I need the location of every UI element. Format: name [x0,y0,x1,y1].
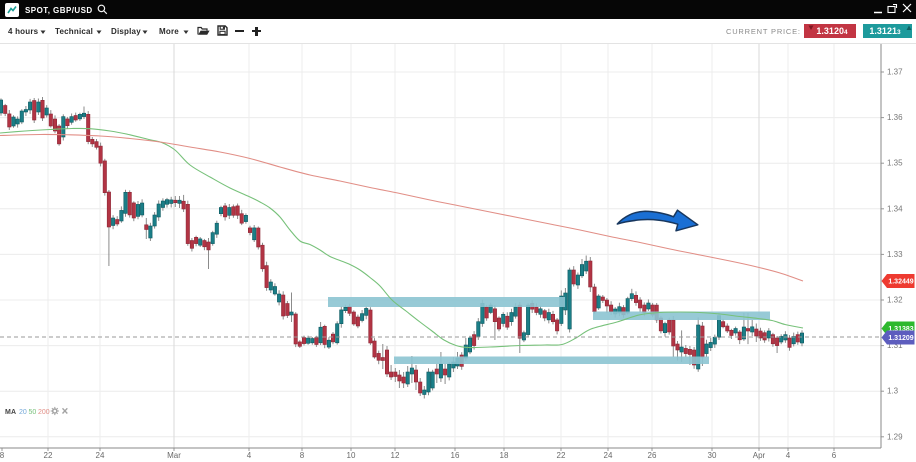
svg-text:1.37: 1.37 [887,68,903,77]
svg-text:1.35: 1.35 [887,159,903,168]
svg-text:24: 24 [604,451,613,460]
svg-text:22: 22 [44,451,53,460]
svg-text:1.3: 1.3 [887,387,899,396]
svg-text:22: 22 [557,451,566,460]
svg-text:4: 4 [786,451,791,460]
svg-text:1.32449: 1.32449 [888,279,913,286]
svg-text:4: 4 [247,451,252,460]
svg-text:50: 50 [29,409,37,416]
svg-text:6: 6 [832,451,837,460]
svg-text:8: 8 [0,451,5,460]
svg-text:12: 12 [391,451,400,460]
svg-text:200: 200 [38,409,50,416]
svg-text:24: 24 [96,451,105,460]
svg-text:26: 26 [648,451,657,460]
svg-text:1.31383: 1.31383 [888,326,913,333]
svg-text:1.31: 1.31 [887,341,903,350]
svg-text:30: 30 [708,451,717,460]
svg-text:Apr: Apr [753,451,766,460]
svg-text:1.29: 1.29 [887,432,903,441]
svg-text:1.32: 1.32 [887,296,903,305]
svg-text:20: 20 [19,409,27,416]
svg-text:10: 10 [347,451,356,460]
svg-text:1.34: 1.34 [887,204,903,213]
svg-text:18: 18 [500,451,509,460]
svg-text:1.33: 1.33 [887,250,903,259]
svg-text:1.36: 1.36 [887,113,903,122]
svg-text:16: 16 [451,451,460,460]
svg-text:1.31209: 1.31209 [888,335,913,342]
svg-text:MA: MA [5,409,16,416]
svg-text:8: 8 [300,451,305,460]
svg-text:Mar: Mar [167,451,181,460]
